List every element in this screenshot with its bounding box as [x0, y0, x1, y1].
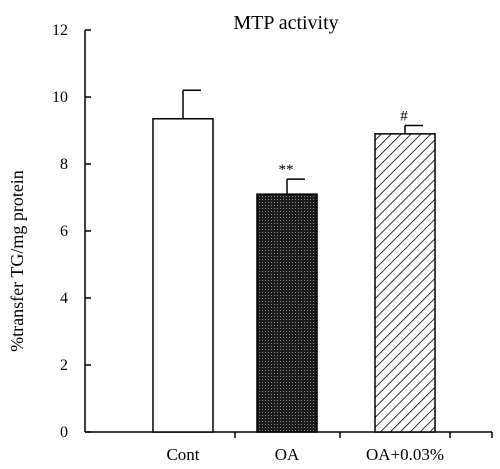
bar	[374, 133, 436, 433]
x-category-label: OA	[275, 445, 300, 464]
chart-title: MTP activity	[233, 12, 338, 34]
bar	[152, 118, 214, 433]
y-tick-label: 2	[60, 357, 68, 374]
y-tick-label: 0	[60, 424, 68, 441]
x-category-label: Cont	[166, 445, 199, 464]
bar	[256, 193, 318, 433]
y-tick-label: 6	[60, 223, 68, 240]
y-tick-label: 8	[60, 156, 68, 173]
chart-bars	[152, 89, 436, 433]
x-category-label: OA+0.03%	[366, 445, 444, 464]
y-tick-label: 4	[60, 290, 68, 307]
significance-label: #	[400, 108, 408, 124]
significance-label: **	[279, 162, 294, 178]
y-tick-label: 10	[52, 89, 68, 106]
y-axis-label: %transfer TG/mg protein	[7, 170, 27, 352]
y-tick-label: 12	[52, 22, 68, 39]
chart-labels: 0 2 4 6 8 10 12 Cont ** OA # OA+0.03% MTP activity %t…	[7, 12, 444, 464]
